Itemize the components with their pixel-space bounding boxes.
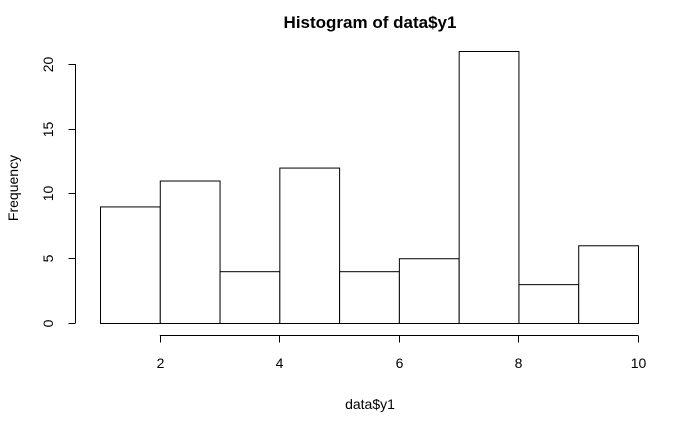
x-axis-title: data$y1 (345, 396, 395, 412)
histogram-bar-9 (578, 245, 640, 325)
x-tick-label: 2 (157, 355, 165, 371)
bars-group (100, 51, 640, 325)
x-tick-label: 10 (631, 355, 647, 371)
histogram-bar-4 (279, 167, 341, 324)
chart-title: Histogram of data$y1 (284, 13, 457, 32)
x-tick-label: 6 (396, 355, 404, 371)
x-axis: 2 4 6 8 10 (157, 335, 647, 371)
y-axis: 0 5 10 15 20 (40, 57, 76, 327)
histogram-bar-1 (100, 206, 161, 324)
histogram-bar-7 (458, 51, 520, 324)
y-axis-title: Frequency (5, 155, 21, 221)
y-tick-label: 0 (40, 319, 56, 327)
histogram-bar-8 (518, 284, 580, 324)
x-tick-label: 4 (276, 355, 284, 371)
y-tick-label: 5 (40, 254, 56, 262)
y-tick-label: 10 (40, 186, 56, 202)
histogram-bar-3 (219, 271, 281, 325)
y-tick-label: 20 (40, 57, 56, 73)
x-tick-label: 8 (515, 355, 523, 371)
y-tick-label: 15 (40, 122, 56, 138)
histogram-bar-6 (398, 258, 460, 324)
histogram-bar-5 (339, 271, 400, 325)
histogram-bar-2 (159, 180, 221, 324)
